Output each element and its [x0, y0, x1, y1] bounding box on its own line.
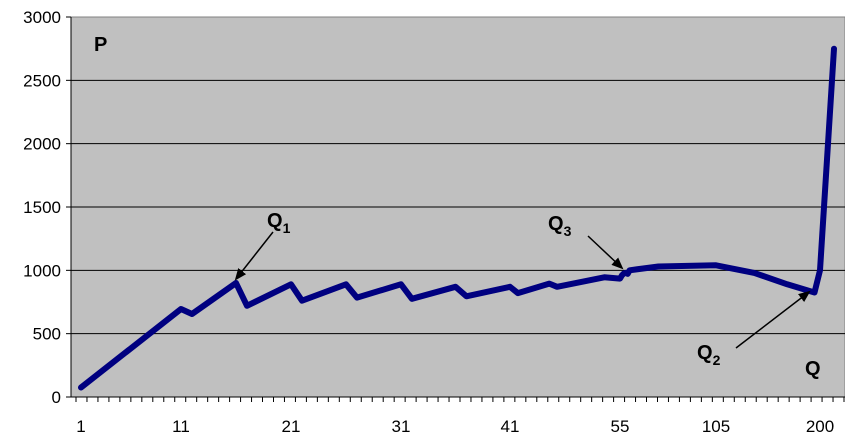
annotation-arrow-q2	[735, 290, 811, 349]
x-tick-label: 21	[282, 417, 301, 436]
series-line	[78, 45, 837, 391]
y-tick-label: 2500	[23, 71, 61, 90]
y-tick-label: 2000	[23, 135, 61, 154]
y-tick-label: 1000	[23, 261, 61, 280]
y-tick-label: 0	[52, 388, 61, 407]
y-tick-label: 1500	[23, 198, 61, 217]
x-tick-label: 200	[806, 417, 834, 436]
gridlines	[71, 79, 845, 335]
x-tick-label: 41	[501, 417, 520, 436]
x-tick-label: 1	[76, 417, 85, 436]
annotation-arrow-q3	[587, 235, 624, 270]
y-tick-label: 3000	[23, 8, 61, 27]
y-axis-label: P	[94, 34, 107, 56]
x-axis-label: Q	[805, 358, 821, 380]
y-axis: 0 500 1000 1500 2000 2500 3000	[23, 8, 72, 407]
x-tick-label: 55	[611, 417, 630, 436]
x-tick-label: 31	[392, 417, 411, 436]
x-tick-label: 11	[172, 417, 190, 436]
x-tick-label: 105	[702, 417, 730, 436]
y-tick-label: 500	[33, 325, 61, 344]
x-axis: 1 11 21 31 41 55 105 200	[71, 396, 845, 436]
annotation-arrow-q1	[234, 231, 274, 281]
